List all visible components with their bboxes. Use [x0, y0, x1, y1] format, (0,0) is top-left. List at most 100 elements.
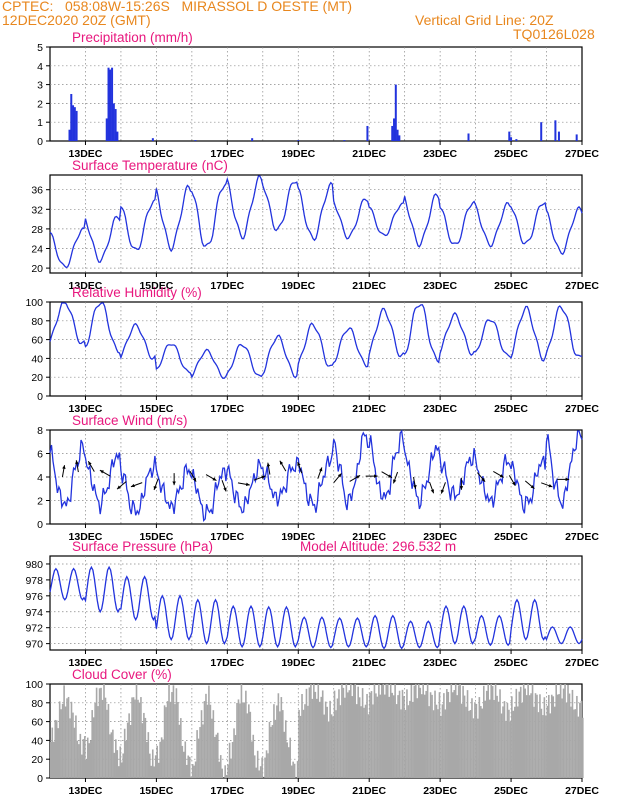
- wind-arrow: [493, 470, 504, 478]
- cloud-bar: [401, 689, 404, 778]
- cloud-bar: [528, 695, 531, 778]
- cloud-bar: [568, 693, 571, 778]
- cloud-bar: [135, 684, 138, 778]
- cloud-bar: [403, 696, 405, 778]
- cloud-bar: [438, 692, 441, 778]
- series-line-4: [49, 565, 583, 650]
- cloud-bar: [451, 692, 454, 778]
- wind-arrow-head: [511, 481, 516, 486]
- xtick-label: 17DEC: [210, 403, 244, 415]
- cloud-bar: [478, 697, 481, 778]
- cloud-bar: [60, 709, 62, 778]
- wind-arrow-head: [440, 489, 445, 494]
- cloud-bar: [258, 770, 260, 778]
- cloud-bar: [477, 718, 479, 778]
- cloud-bar: [409, 700, 411, 778]
- wind-arrow: [237, 482, 250, 487]
- cloud-bar: [175, 688, 178, 778]
- cloud-bar: [237, 699, 240, 778]
- precip-bar: [75, 110, 78, 141]
- cloud-bar: [261, 757, 263, 778]
- cloud-bar: [531, 684, 534, 778]
- wind-arrow: [297, 461, 303, 474]
- cloud-bar: [370, 691, 373, 778]
- wind-arrow-head: [192, 477, 197, 482]
- wind-arrow-head: [374, 474, 378, 478]
- cloud-bar: [466, 690, 469, 778]
- cloud-bar: [58, 701, 61, 778]
- cloud-bar: [567, 684, 569, 778]
- cloud-bar: [265, 750, 268, 778]
- precip-bar: [297, 140, 300, 141]
- cloud-bar: [193, 765, 195, 778]
- xtick-label: 27DEC: [565, 148, 599, 160]
- xtick-label: 25DEC: [494, 148, 528, 160]
- panel-frame-2: [49, 301, 583, 397]
- cloud-bar: [144, 717, 147, 778]
- ytick-label: 6: [37, 449, 43, 461]
- xtick-label: 17DEC: [210, 280, 244, 292]
- wind-arrow-head: [356, 475, 361, 479]
- cloud-bar: [320, 696, 323, 778]
- cloud-bar: [239, 703, 241, 778]
- cloud-bar: [298, 709, 300, 778]
- cloud-bar: [290, 765, 293, 778]
- precip-bar: [194, 140, 197, 141]
- precip-bar: [515, 139, 518, 141]
- cloud-bar: [274, 719, 277, 778]
- cloud-bar: [199, 727, 201, 778]
- cloud-bar: [94, 702, 96, 778]
- wind-arrow-head: [62, 465, 66, 470]
- precip-bar: [557, 131, 560, 141]
- cloud-bar: [364, 704, 367, 778]
- cloud-bar: [543, 697, 546, 778]
- cloud-bar: [508, 709, 510, 778]
- cloud-bar: [329, 700, 331, 778]
- cloud-bar: [425, 690, 427, 778]
- xtick-label: 13DEC: [69, 531, 103, 543]
- cloud-bar: [279, 711, 281, 778]
- xtick-label: 21DEC: [352, 531, 386, 543]
- cloud-bar: [373, 684, 376, 778]
- ytick-label: 3: [37, 80, 43, 92]
- cloud-bar: [282, 710, 284, 778]
- cloud-bar: [469, 710, 472, 778]
- cloud-bar: [180, 718, 182, 778]
- cloud-bar: [157, 762, 160, 778]
- cloud-bar: [453, 690, 456, 778]
- precip-bar: [343, 140, 346, 141]
- cloud-bar: [502, 706, 504, 778]
- cloud-bar: [429, 692, 432, 778]
- wind-arrow: [61, 465, 66, 478]
- xtick-label: 21DEC: [352, 785, 386, 797]
- panel-title-2: Relative Humidity (%): [72, 285, 202, 300]
- wind-arrow-head: [153, 485, 157, 490]
- ytick-label: 20: [31, 754, 43, 766]
- precip-bar: [510, 137, 513, 141]
- wind-arrow-head: [279, 460, 284, 465]
- cloud-bar: [174, 704, 176, 778]
- cloud-bar: [326, 706, 328, 778]
- wind-arrow-head: [88, 461, 92, 466]
- header-location: CPTEC: 058:08W-15:26S MIRASSOL D OESTE (…: [2, 0, 353, 14]
- precip-bar: [109, 69, 112, 141]
- cloud-bar: [113, 752, 116, 778]
- xtick-label: 23DEC: [423, 785, 457, 797]
- cloud-bar: [123, 728, 126, 778]
- cloud-bar: [242, 702, 244, 778]
- cloud-bar: [558, 694, 560, 778]
- wind-arrow-head: [223, 487, 227, 492]
- cloud-bar: [490, 684, 492, 778]
- xtick-label: 23DEC: [423, 148, 457, 160]
- cloud-bar: [431, 694, 433, 778]
- cloud-bar: [559, 684, 562, 778]
- wind-arrow: [333, 473, 342, 483]
- precip-bar: [396, 129, 399, 141]
- wind-arrow-head: [266, 462, 271, 467]
- wind-arrow: [172, 473, 176, 486]
- ytick-label: 36: [31, 185, 43, 197]
- ytick-label: 60: [31, 335, 43, 347]
- cloud-bar: [381, 684, 383, 778]
- cloud-bar: [482, 685, 485, 778]
- cloud-bar: [129, 724, 132, 778]
